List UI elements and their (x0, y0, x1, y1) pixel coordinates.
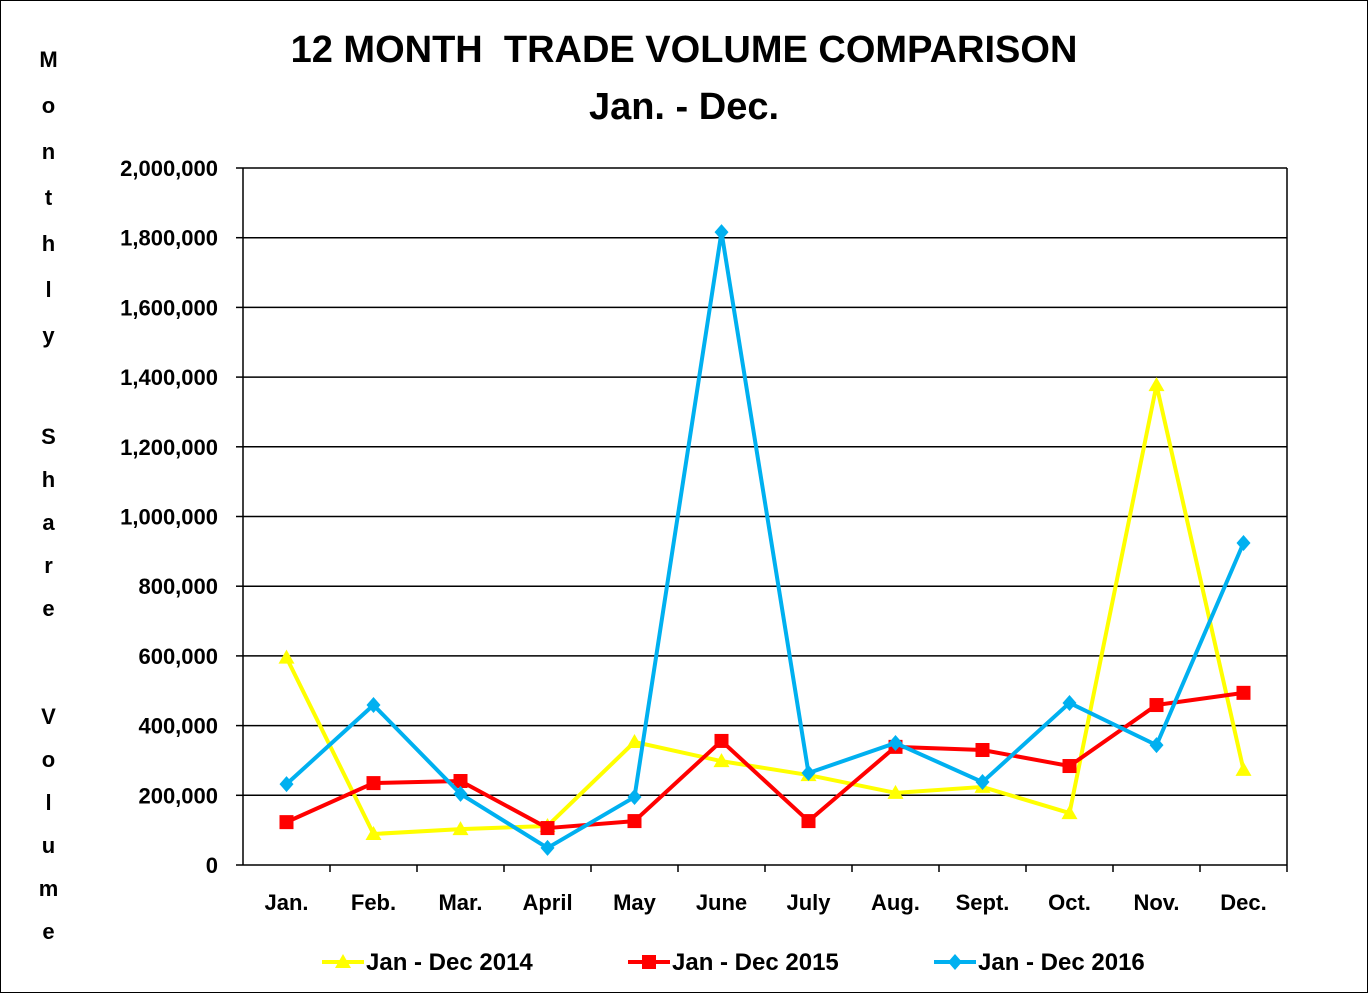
x-tick-label: Nov. (1133, 890, 1179, 915)
triangle-marker (365, 825, 382, 840)
x-tick-label: Oct. (1048, 890, 1091, 915)
y-tick-label: 1,600,000 (120, 295, 218, 320)
legend-item: Jan - Dec 2016 (934, 949, 1145, 976)
x-tick-labels: Jan. Feb. Mar. April May June July Aug. Sept. Oct… (264, 865, 1288, 915)
y-tick-label: 600,000 (138, 644, 218, 669)
triangle-marker (626, 733, 643, 748)
square-marker (975, 742, 990, 757)
y-axis-label-volume: Volume (36, 704, 61, 962)
y-tick-label: 800,000 (138, 574, 218, 599)
chart-title: 12 MONTH TRADE VOLUME COMPARISON (291, 29, 1078, 71)
diamond-marker (1149, 737, 1164, 754)
diamond-marker (540, 839, 555, 856)
diamond-marker (627, 789, 642, 806)
x-tick-label: Dec. (1220, 890, 1266, 915)
y-tick-label: 400,000 (138, 714, 218, 739)
diamond-marker (975, 774, 990, 791)
diamond-marker (714, 224, 729, 241)
diamond-marker (1062, 694, 1077, 711)
x-tick-label: May (613, 890, 657, 915)
triangle-marker (887, 784, 904, 799)
legend-item: Jan - Dec 2015 (628, 949, 839, 976)
triangle-marker (335, 954, 351, 968)
square-marker (366, 776, 381, 791)
x-tick-label: Sept. (956, 890, 1010, 915)
legend-label: Jan - Dec 2015 (672, 949, 839, 976)
x-tick-label: April (522, 890, 572, 915)
x-tick-label: Feb. (351, 890, 396, 915)
x-tick-label: Mar. (438, 890, 482, 915)
square-marker (279, 815, 294, 830)
y-tick-label: 1,400,000 (120, 365, 218, 390)
y-tick-label: 0 (206, 853, 218, 878)
x-tick-label: July (786, 890, 831, 915)
chart-subtitle: Jan. - Dec. (589, 86, 779, 128)
diamond-marker (801, 764, 816, 781)
legend-item: Jan - Dec 2014 (322, 949, 533, 976)
square-marker (801, 814, 816, 829)
diamond-marker (279, 776, 294, 793)
y-tick-label: 1,200,000 (120, 435, 218, 460)
series-lines (278, 224, 1252, 856)
legend-label: Jan - Dec 2014 (366, 949, 533, 976)
y-tick-label: 200,000 (138, 783, 218, 808)
diamond-marker (453, 785, 468, 802)
square-marker (540, 821, 555, 836)
triangle-marker (1148, 377, 1165, 392)
square-marker (1236, 685, 1251, 700)
series-jan---dec-2014 (278, 377, 1252, 840)
y-axis-label-monthly: Monthly (36, 47, 61, 369)
legend-label: Jan - Dec 2016 (978, 949, 1145, 976)
square-marker (627, 814, 642, 829)
y-tick-labels: 0 200,000 400,000 600,000 800,000 1,000,000 1,… (120, 156, 218, 878)
x-tick-label: June (696, 890, 747, 915)
square-marker (453, 774, 468, 789)
x-tick-label: Jan. (264, 890, 308, 915)
legend: Jan - Dec 2014 Jan - Dec 2015 Jan - Dec 20… (322, 949, 1145, 976)
y-tick-label: 1,800,000 (120, 226, 218, 251)
square-marker (642, 955, 656, 969)
gridlines (236, 167, 1288, 866)
square-marker (714, 733, 729, 748)
triangle-marker (1061, 805, 1078, 820)
y-axis-label-share: Share (36, 424, 61, 639)
series-line (284, 383, 1246, 836)
square-marker (1062, 759, 1077, 774)
triangle-marker (278, 649, 295, 664)
diamond-marker (888, 735, 903, 752)
diamond-marker (948, 954, 962, 970)
triangle-marker (452, 821, 469, 836)
triangle-marker (1235, 761, 1252, 776)
y-tick-label: 2,000,000 (120, 156, 218, 181)
series-jan---dec-2016 (279, 224, 1251, 856)
square-marker (1149, 698, 1164, 713)
diamond-marker (1236, 534, 1251, 551)
diamond-marker (366, 697, 381, 714)
x-tick-label: Aug. (871, 890, 920, 915)
series-line (285, 230, 1246, 850)
y-tick-label: 1,000,000 (120, 505, 218, 530)
triangle-marker (713, 753, 730, 768)
